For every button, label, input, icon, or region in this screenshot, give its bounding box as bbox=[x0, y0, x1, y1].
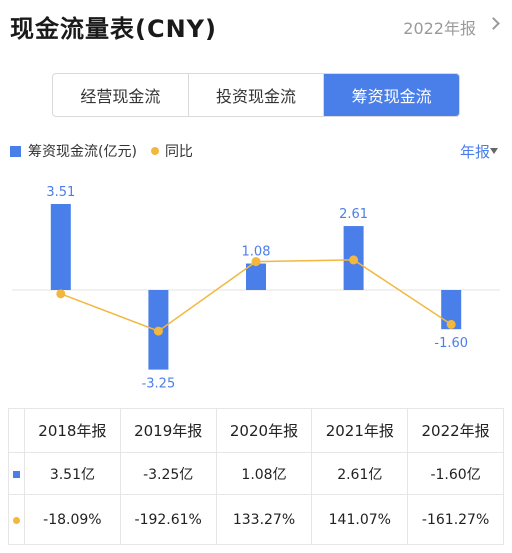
table-cell-yoy: 133.27% bbox=[215, 494, 313, 545]
yoy-point-2021年报 bbox=[349, 255, 359, 265]
bar-2022年报 bbox=[441, 290, 462, 330]
line-marker-cell bbox=[8, 494, 25, 545]
bar-value-label: -1.60 bbox=[434, 336, 468, 351]
header: 现金流量表(CNY) 2022年报 bbox=[0, 0, 512, 56]
line-legend-label: 同比 bbox=[164, 144, 193, 160]
yoy-point-2022年报 bbox=[446, 319, 456, 329]
bar-legend-square-icon bbox=[10, 145, 21, 157]
page-title: 现金流量表(CNY) bbox=[10, 15, 218, 43]
table-cell: 3.51亿 bbox=[24, 452, 121, 495]
dot-icon bbox=[13, 516, 20, 524]
bar-value-label: 2.61 bbox=[339, 207, 368, 222]
table-cell-yoy: -161.27% bbox=[407, 494, 504, 545]
table-header-cell: 2018年报 bbox=[24, 408, 121, 453]
data-table: 2018年报 2019年报 2020年报 2021年报 2022年报 3.51亿… bbox=[8, 408, 504, 545]
table-cell: -1.60亿 bbox=[407, 452, 504, 495]
cashflow-chart: 3.51 -3.25 1.08 2.61 -1.60 bbox=[12, 185, 500, 392]
table-cell-yoy: -18.09% bbox=[24, 494, 121, 545]
period-selector[interactable]: 2022年报 bbox=[403, 19, 476, 38]
frequency-dropdown[interactable]: 年报 bbox=[459, 143, 490, 161]
line-legend-dot-icon bbox=[150, 147, 159, 155]
table-cell-yoy: 141.07% bbox=[311, 494, 409, 545]
table-cell: 2.61亿 bbox=[311, 452, 409, 495]
bar-2020年报 bbox=[246, 263, 266, 290]
tab-investing-cashflow[interactable]: 投资现金流 bbox=[189, 74, 325, 116]
bar-square-icon bbox=[13, 470, 20, 478]
yoy-point-2020年报 bbox=[251, 257, 261, 267]
table-cell: -3.25亿 bbox=[119, 452, 217, 495]
bar-value-label: 3.51 bbox=[46, 185, 75, 200]
caret-down-icon[interactable] bbox=[490, 148, 498, 154]
table-row-yoy: -18.09% -192.61% 133.27% 141.07% -161.27… bbox=[8, 494, 504, 545]
table-header-cell: 2021年报 bbox=[311, 408, 409, 453]
tab-financing-cashflow[interactable]: 筹资现金流 bbox=[324, 74, 459, 116]
table-header-cell: 2022年报 bbox=[407, 408, 504, 453]
bar-marker-cell bbox=[8, 452, 25, 495]
table-corner-cell bbox=[8, 408, 25, 453]
bar-value-label: 1.08 bbox=[242, 245, 271, 260]
chevron-right-icon[interactable] bbox=[487, 17, 500, 30]
bar-legend-label: 筹资现金流(亿元) bbox=[28, 144, 137, 160]
chart-legend: 筹资现金流(亿元) 同比 bbox=[10, 141, 193, 161]
tab-operating-cashflow[interactable]: 经营现金流 bbox=[53, 74, 189, 116]
yoy-point-2019年报 bbox=[153, 326, 163, 336]
bar-2018年报 bbox=[50, 204, 71, 290]
yoy-point-2018年报 bbox=[56, 289, 66, 299]
table-header-cell: 2019年报 bbox=[119, 408, 217, 453]
table-header-row: 2018年报 2019年报 2020年报 2021年报 2022年报 bbox=[8, 408, 504, 453]
table-header-cell: 2020年报 bbox=[215, 408, 313, 453]
table-row-values: 3.51亿 -3.25亿 1.08亿 2.61亿 -1.60亿 bbox=[8, 452, 504, 495]
bar-value-label: -3.25 bbox=[142, 377, 176, 392]
tab-bar: 经营现金流 投资现金流 筹资现金流 bbox=[52, 73, 460, 117]
table-cell-yoy: -192.61% bbox=[119, 494, 217, 545]
table-cell: 1.08亿 bbox=[215, 452, 313, 495]
